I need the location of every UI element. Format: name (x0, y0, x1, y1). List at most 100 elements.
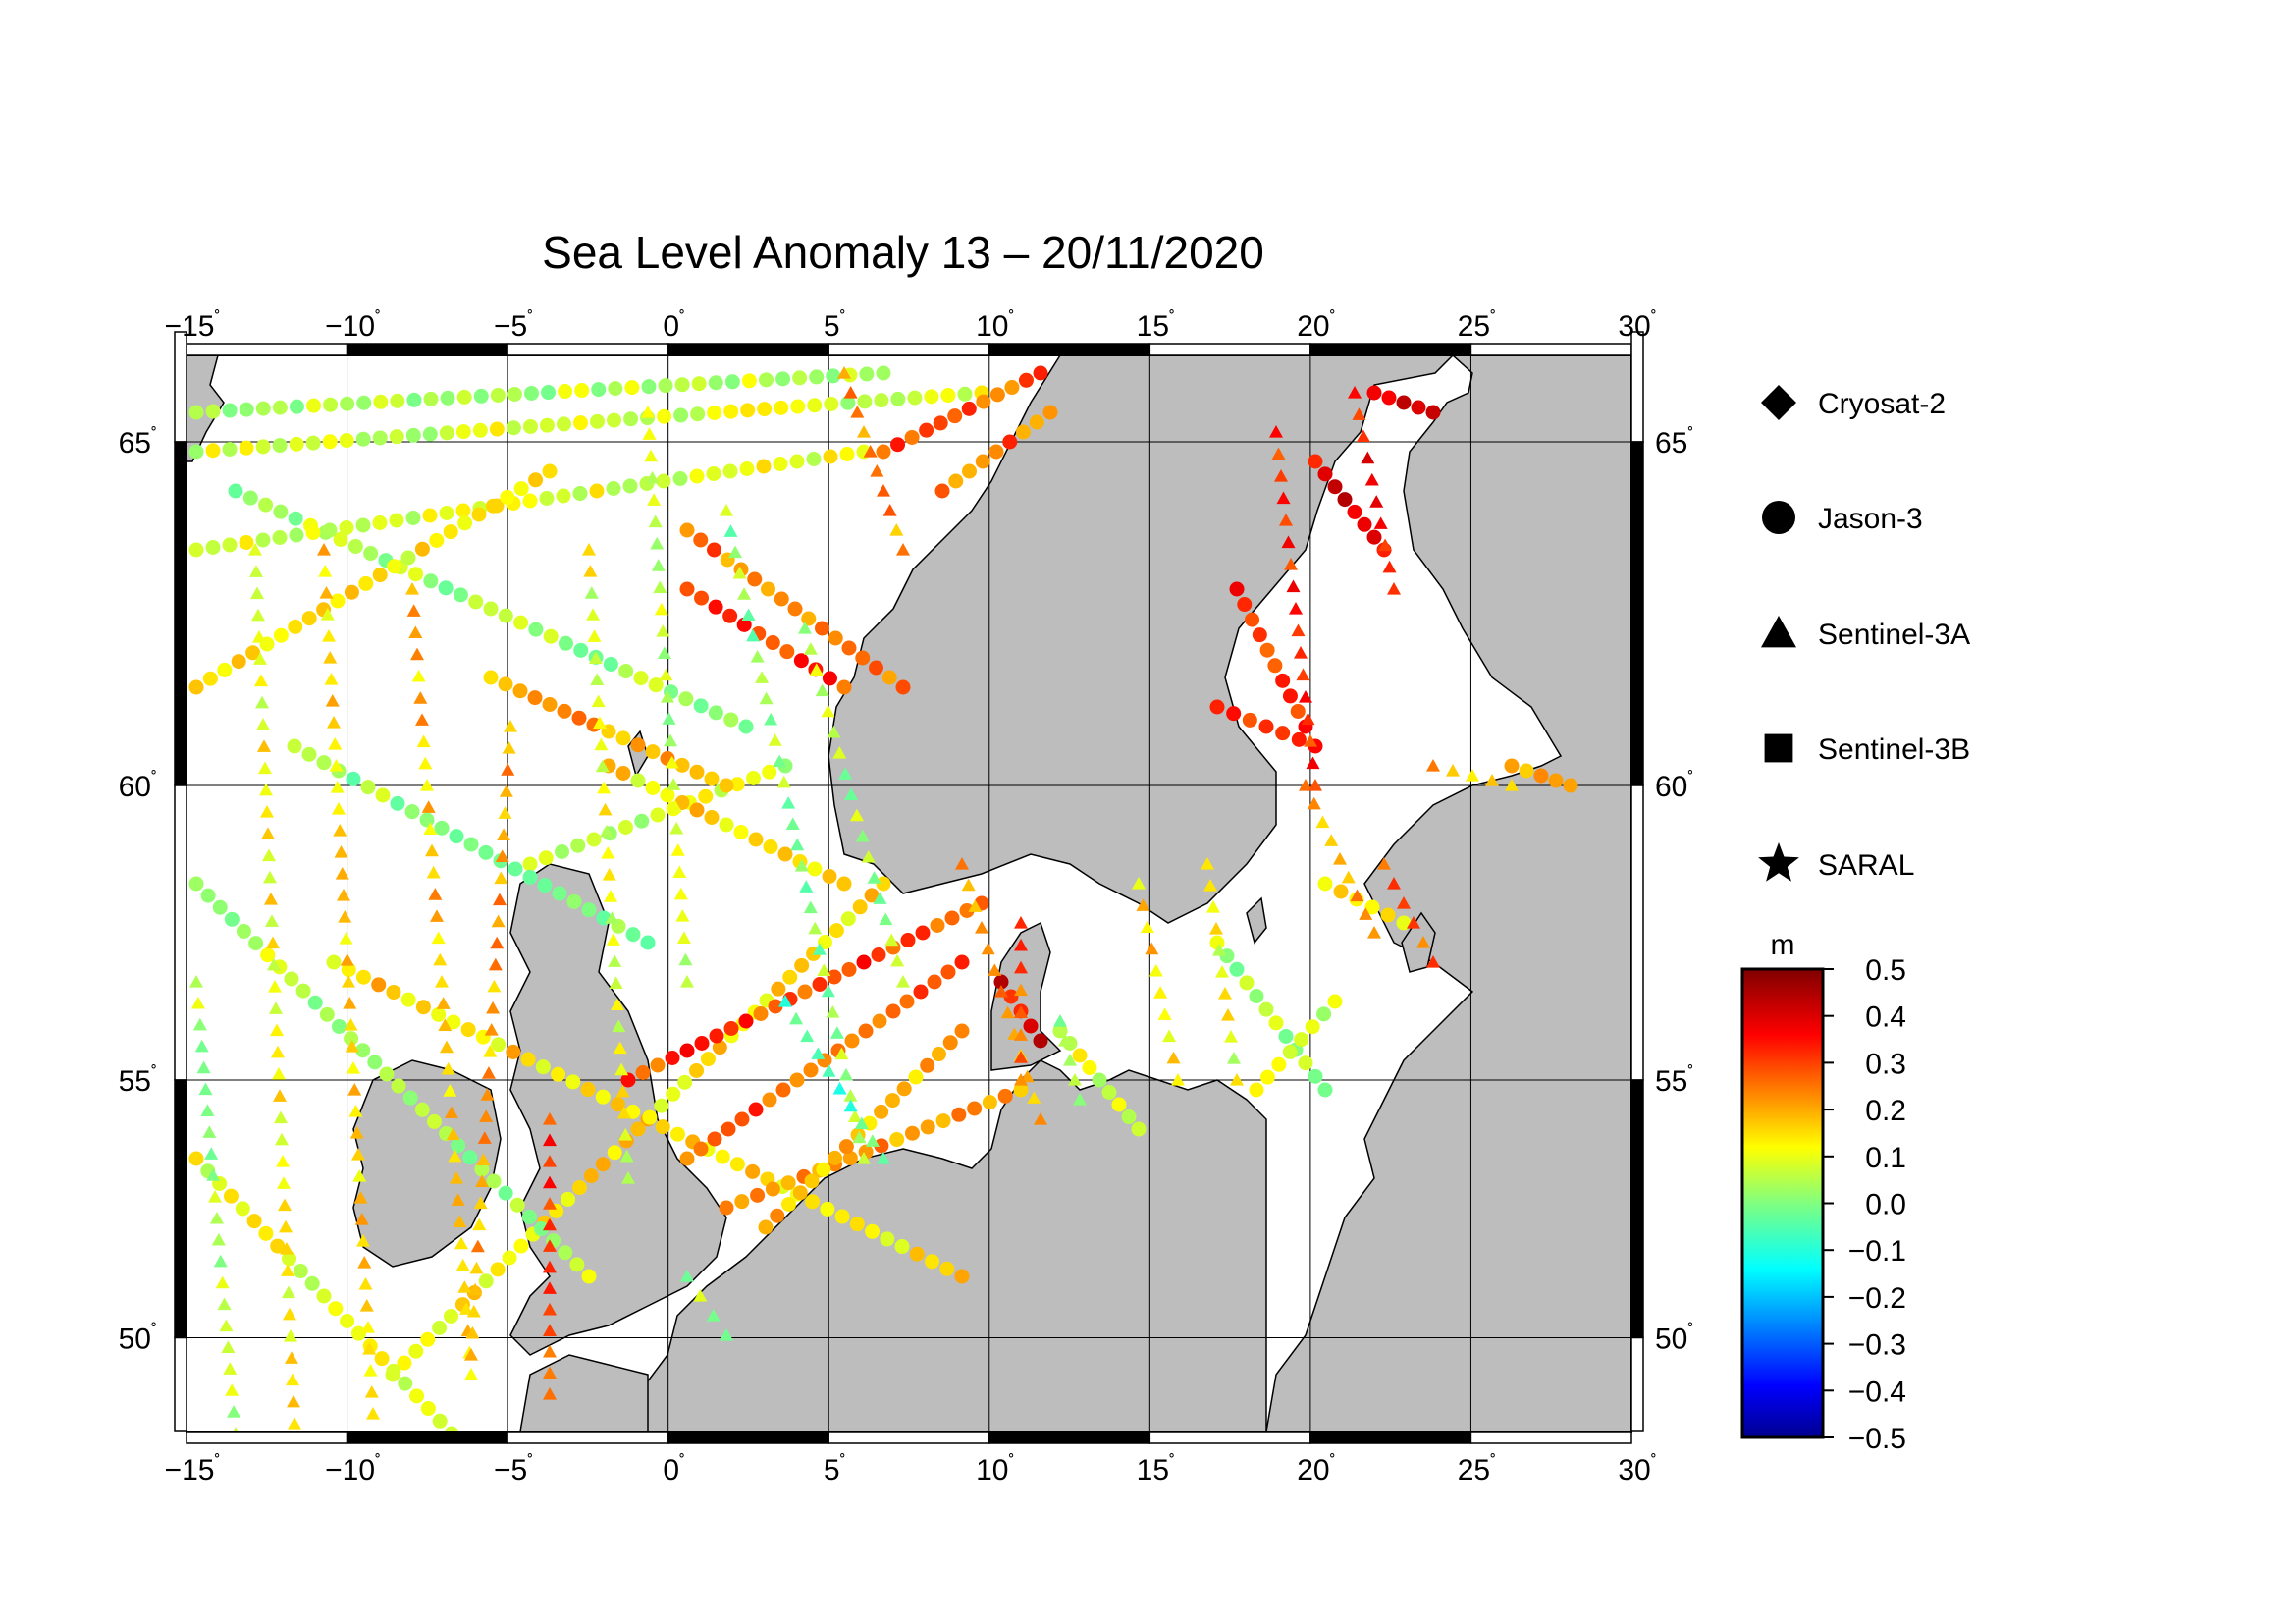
jason-3-marker (779, 644, 795, 660)
jason-3-marker (270, 1238, 286, 1254)
sentinel-3a-marker (317, 543, 331, 556)
jason-3-marker (491, 1037, 507, 1053)
sentinel-3a-marker (1485, 774, 1499, 786)
sentinel-3a-marker (647, 493, 662, 506)
sentinel-3a-marker (832, 746, 847, 759)
sentinel-3a-marker (1446, 764, 1460, 777)
jason-3-marker (931, 1047, 946, 1062)
jason-3-marker (449, 829, 464, 844)
jason-3-marker (913, 984, 929, 1000)
sentinel-3a-marker (233, 1427, 239, 1432)
frame-segment-bottom (186, 1431, 348, 1444)
colorbar: m 0.5 0.4 0.3 0.2 0.1 0.0 −0.1 −0.2 −0.3 −0.4 −0.5 (1740, 929, 1906, 1455)
jason-3-marker (665, 1051, 680, 1065)
sentinel-3a-marker (1140, 920, 1154, 934)
sentinel-3a-marker (843, 1099, 858, 1112)
jason-3-marker (589, 483, 605, 499)
sentinel-3a-marker (610, 998, 624, 1011)
jason-3-marker (566, 893, 582, 909)
lon-tick-label-bottom: 10˚ (976, 1452, 1014, 1487)
jason-3-marker (339, 520, 354, 535)
jason-3-marker (223, 1188, 239, 1204)
jason-3-marker (586, 832, 602, 847)
jason-3-marker (894, 1239, 910, 1255)
jason-3-marker (827, 969, 842, 985)
sentinel-3a-marker (487, 979, 502, 993)
jason-3-marker (704, 810, 720, 825)
jason-3-marker (483, 601, 499, 617)
jason-3-marker (828, 1150, 843, 1165)
jason-3-marker (1003, 989, 1019, 1004)
jason-3-marker (561, 1191, 576, 1207)
jason-3-marker (708, 375, 723, 391)
jason-3-marker (422, 508, 438, 523)
sentinel-3a-marker (497, 828, 511, 840)
jason-3-marker (942, 1035, 958, 1051)
sentinel-3a-marker (838, 1067, 853, 1081)
jason-3-marker (258, 1225, 274, 1241)
sentinel-3a-marker (282, 1285, 295, 1299)
sentinel-3a-marker (411, 669, 426, 682)
sentinel-3a-marker (1224, 1030, 1238, 1043)
graticule (187, 355, 1631, 1432)
sentinel-3a-marker (254, 674, 268, 687)
frame-segment-bottom (667, 1431, 829, 1444)
jason-3-marker (623, 411, 639, 427)
sentinel-3a-marker (667, 778, 681, 790)
colorbar-tick-label: 0.3 (1865, 1048, 1906, 1080)
jason-3-marker (801, 611, 817, 626)
sentinel-3a-marker (608, 954, 622, 967)
jason-3-marker (371, 977, 387, 993)
jason-3-marker (794, 957, 810, 973)
jason-3-marker (673, 407, 689, 423)
jason-3-marker (346, 771, 361, 786)
sentinel-3a-marker (543, 1324, 557, 1336)
lon-tick-label-bottom: −5˚ (494, 1452, 533, 1487)
legend-label: Sentinel-3A (1818, 619, 1970, 651)
sentinel-3a-marker (889, 523, 904, 536)
colorbar-tick-label: 0.0 (1865, 1189, 1906, 1221)
jason-3-marker (443, 524, 458, 540)
sentinel-3a-marker (200, 1104, 215, 1117)
jason-3-marker (305, 525, 321, 540)
lon-tick-label-bottom: 0˚ (663, 1452, 685, 1487)
jason-3-marker (222, 537, 238, 553)
jason-3-marker (635, 1065, 651, 1080)
jason-3-marker (719, 778, 734, 793)
jason-3-marker (255, 401, 271, 416)
jason-3-marker (1239, 975, 1255, 991)
jason-3-marker (522, 493, 538, 509)
jason-3-marker (672, 471, 688, 486)
colorbar-tick-label: −0.1 (1848, 1235, 1906, 1268)
frame-segment-right (1630, 784, 1644, 1081)
sentinel-3a-marker (227, 1405, 241, 1418)
jason-3-marker (570, 838, 586, 853)
degree-mark: ˚ (1687, 1063, 1693, 1083)
sentinel-3a-marker (759, 691, 774, 705)
jason-3-marker (235, 1201, 250, 1217)
sentinel-3a-marker (499, 784, 513, 797)
land-scandinavia (828, 355, 1455, 924)
jason-3-marker (707, 1131, 722, 1147)
jason-3-marker (648, 677, 664, 693)
degree-mark: ˚ (527, 308, 533, 328)
sentinel-3a-marker (543, 1133, 557, 1147)
jason-3-marker (1519, 763, 1534, 779)
lon-tick-label-top: 20˚ (1297, 308, 1335, 343)
jason-3-marker (319, 1006, 335, 1022)
sentinel-3a-marker (867, 871, 881, 884)
jason-3-marker (809, 369, 825, 385)
jason-3-marker (555, 844, 569, 859)
jason-3-marker (462, 1150, 478, 1165)
jason-3-marker (606, 481, 621, 496)
jason-3-marker (405, 511, 421, 525)
jason-3-marker (948, 473, 964, 489)
jason-3-marker (773, 457, 788, 471)
sentinel-3a-marker (219, 1319, 234, 1332)
jason-3-marker (573, 642, 589, 658)
jason-3-marker (222, 403, 238, 418)
sentinel-3a-marker (855, 829, 870, 842)
jason-3-marker (543, 628, 559, 644)
degree-mark: ˚ (1490, 1452, 1496, 1472)
jason-3-marker (289, 527, 304, 543)
